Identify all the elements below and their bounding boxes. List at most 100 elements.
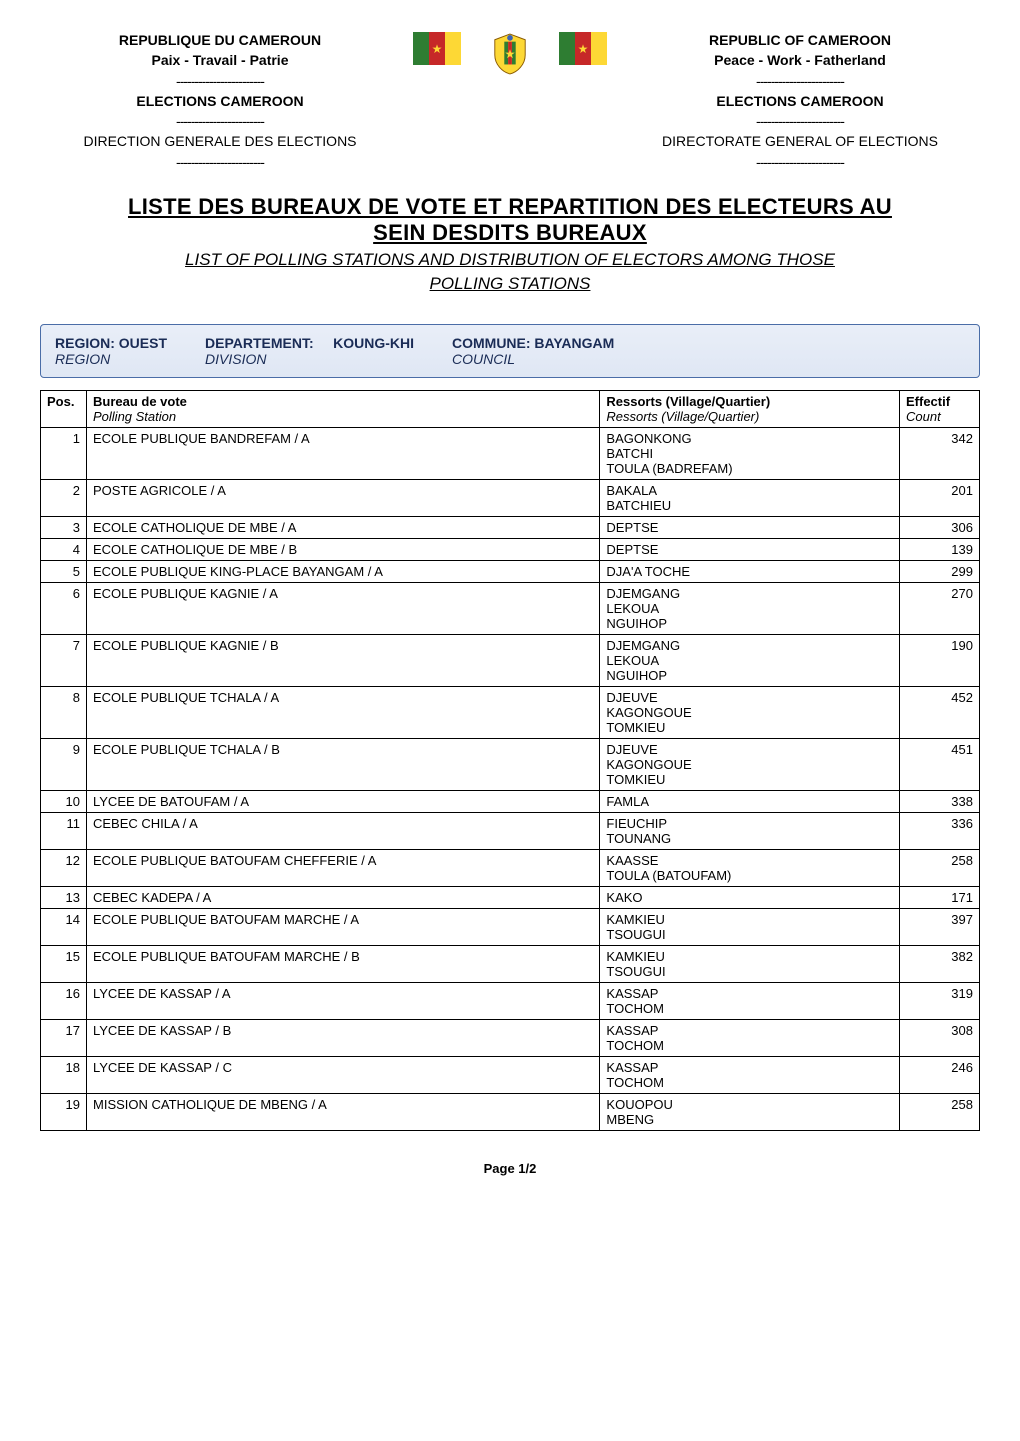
- header-right-column: REPUBLIC OF CAMEROON Peace - Work - Fath…: [620, 30, 980, 172]
- ressort-value: TOMKIEU: [606, 772, 893, 787]
- ressort-value: TOULA (BATOUFAM): [606, 868, 893, 883]
- cell-pos: 11: [41, 813, 87, 850]
- cell-effectif: 246: [900, 1057, 980, 1094]
- cell-pos: 15: [41, 946, 87, 983]
- table-row: 15ECOLE PUBLIQUE BATOUFAM MARCHE / BKAMK…: [41, 946, 980, 983]
- ressort-value: DJEMGANG: [606, 586, 893, 601]
- cell-pos: 16: [41, 983, 87, 1020]
- th-effectif: Effectif Count: [900, 391, 980, 428]
- th-bureau-en: Polling Station: [93, 409, 176, 424]
- cell-bureau: MISSION CATHOLIQUE DE MBENG / A: [87, 1094, 600, 1131]
- th-pos-text: Pos.: [47, 394, 74, 409]
- separator: ------------------------: [620, 111, 980, 131]
- table-row: 14ECOLE PUBLIQUE BATOUFAM MARCHE / AKAMK…: [41, 909, 980, 946]
- ressort-value: LEKOUA: [606, 653, 893, 668]
- country-fr: REPUBLIQUE DU CAMEROUN: [40, 30, 400, 50]
- cell-effectif: 319: [900, 983, 980, 1020]
- cell-bureau: ECOLE PUBLIQUE KAGNIE / A: [87, 583, 600, 635]
- cell-effectif: 190: [900, 635, 980, 687]
- cell-pos: 5: [41, 561, 87, 583]
- cell-ressorts: BAGONKONGBATCHITOULA (BADREFAM): [600, 428, 900, 480]
- th-bureau: Bureau de vote Polling Station: [87, 391, 600, 428]
- ressort-value: KAGONGOUE: [606, 757, 893, 772]
- cell-effectif: 338: [900, 791, 980, 813]
- emblems: ★ ★: [413, 30, 607, 76]
- ressort-value: DEPTSE: [606, 542, 893, 557]
- title-en-line1: LIST OF POLLING STATIONS AND DISTRIBUTIO…: [40, 250, 980, 270]
- cell-bureau: ECOLE CATHOLIQUE DE MBE / B: [87, 539, 600, 561]
- ressort-value: BATCHIEU: [606, 498, 893, 513]
- table-row: 1ECOLE PUBLIQUE BANDREFAM / ABAGONKONGBA…: [41, 428, 980, 480]
- document-header: REPUBLIQUE DU CAMEROUN Paix - Travail - …: [40, 30, 980, 172]
- meta-commune: COMMUNE: BAYANGAM COUNCIL: [452, 335, 614, 367]
- commune-label: COMMUNE: BAYANGAM: [452, 335, 614, 351]
- cell-pos: 13: [41, 887, 87, 909]
- cell-effectif: 342: [900, 428, 980, 480]
- ressort-value: TOCHOM: [606, 1038, 893, 1053]
- cell-effectif: 171: [900, 887, 980, 909]
- ressort-value: NGUIHOP: [606, 616, 893, 631]
- th-pos: Pos.: [41, 391, 87, 428]
- directorate-fr: DIRECTION GENERALE DES ELECTIONS: [40, 131, 400, 151]
- title-block: LISTE DES BUREAUX DE VOTE ET REPARTITION…: [40, 194, 980, 294]
- separator: ------------------------: [620, 152, 980, 172]
- org-fr: ELECTIONS CAMEROON: [40, 91, 400, 111]
- cell-bureau: ECOLE PUBLIQUE KING-PLACE BAYANGAM / A: [87, 561, 600, 583]
- separator: ------------------------: [40, 111, 400, 131]
- cell-ressorts: KOUOPOUMBENG: [600, 1094, 900, 1131]
- ressort-value: KASSAP: [606, 1060, 893, 1075]
- ressort-value: KAASSE: [606, 853, 893, 868]
- cell-ressorts: KAKO: [600, 887, 900, 909]
- dept-value: KOUNG-KHI: [333, 335, 414, 351]
- cell-effectif: 452: [900, 687, 980, 739]
- ressort-value: TOUNANG: [606, 831, 893, 846]
- cell-ressorts: KASSAPTOCHOM: [600, 1020, 900, 1057]
- cell-effectif: 306: [900, 517, 980, 539]
- cell-effectif: 397: [900, 909, 980, 946]
- cell-ressorts: DJA'A TOCHE: [600, 561, 900, 583]
- region-italic: REGION: [55, 351, 167, 367]
- cell-bureau: LYCEE DE BATOUFAM / A: [87, 791, 600, 813]
- ressort-value: KAMKIEU: [606, 912, 893, 927]
- ressort-value: FIEUCHIP: [606, 816, 893, 831]
- table-row: 13CEBEC KADEPA / A KAKO 171: [41, 887, 980, 909]
- org-en: ELECTIONS CAMEROON: [620, 91, 980, 111]
- table-row: 4ECOLE CATHOLIQUE DE MBE / BDEPTSE139: [41, 539, 980, 561]
- cell-bureau: ECOLE PUBLIQUE BANDREFAM / A: [87, 428, 600, 480]
- table-row: 11CEBEC CHILA / AFIEUCHIPTOUNANG336: [41, 813, 980, 850]
- cell-ressorts: KAMKIEUTSOUGUI: [600, 946, 900, 983]
- cell-ressorts: DEPTSE: [600, 539, 900, 561]
- table-row: 16LYCEE DE KASSAP / AKASSAPTOCHOM319: [41, 983, 980, 1020]
- ressort-value: DJA'A TOCHE: [606, 564, 893, 579]
- cell-ressorts: FIEUCHIPTOUNANG: [600, 813, 900, 850]
- ressort-value: MBENG: [606, 1112, 893, 1127]
- cell-pos: 12: [41, 850, 87, 887]
- ressort-value: FAMLA: [606, 794, 893, 809]
- ressort-value: KAKO: [606, 890, 893, 905]
- table-row: 9ECOLE PUBLIQUE TCHALA / BDJEUVEKAGONGOU…: [41, 739, 980, 791]
- ressort-value: DJEMGANG: [606, 638, 893, 653]
- cell-pos: 18: [41, 1057, 87, 1094]
- cell-bureau: ECOLE CATHOLIQUE DE MBE / A: [87, 517, 600, 539]
- cell-pos: 6: [41, 583, 87, 635]
- table-row: 2POSTE AGRICOLE / ABAKALABATCHIEU201: [41, 480, 980, 517]
- th-effectif-en: Count: [906, 409, 941, 424]
- ressort-value: TSOUGUI: [606, 964, 893, 979]
- th-ressorts-en: Ressorts (Village/Quartier): [606, 409, 759, 424]
- ressort-value: BATCHI: [606, 446, 893, 461]
- ressort-value: LEKOUA: [606, 601, 893, 616]
- cell-ressorts: KASSAPTOCHOM: [600, 1057, 900, 1094]
- cell-effectif: 299: [900, 561, 980, 583]
- cell-pos: 4: [41, 539, 87, 561]
- ressort-value: TSOUGUI: [606, 927, 893, 942]
- ressort-value: KAGONGOUE: [606, 705, 893, 720]
- table-row: 19MISSION CATHOLIQUE DE MBENG / AKOUOPOU…: [41, 1094, 980, 1131]
- separator: ------------------------: [40, 71, 400, 91]
- motto-fr: Paix - Travail - Patrie: [40, 50, 400, 70]
- title-fr-line2: SEIN DESDITS BUREAUX: [40, 220, 980, 246]
- cell-bureau: CEBEC KADEPA / A: [87, 887, 600, 909]
- th-ressorts-fr: Ressorts (Village/Quartier): [606, 394, 770, 409]
- cell-ressorts: KASSAPTOCHOM: [600, 983, 900, 1020]
- cell-bureau: ECOLE PUBLIQUE KAGNIE / B: [87, 635, 600, 687]
- cell-pos: 8: [41, 687, 87, 739]
